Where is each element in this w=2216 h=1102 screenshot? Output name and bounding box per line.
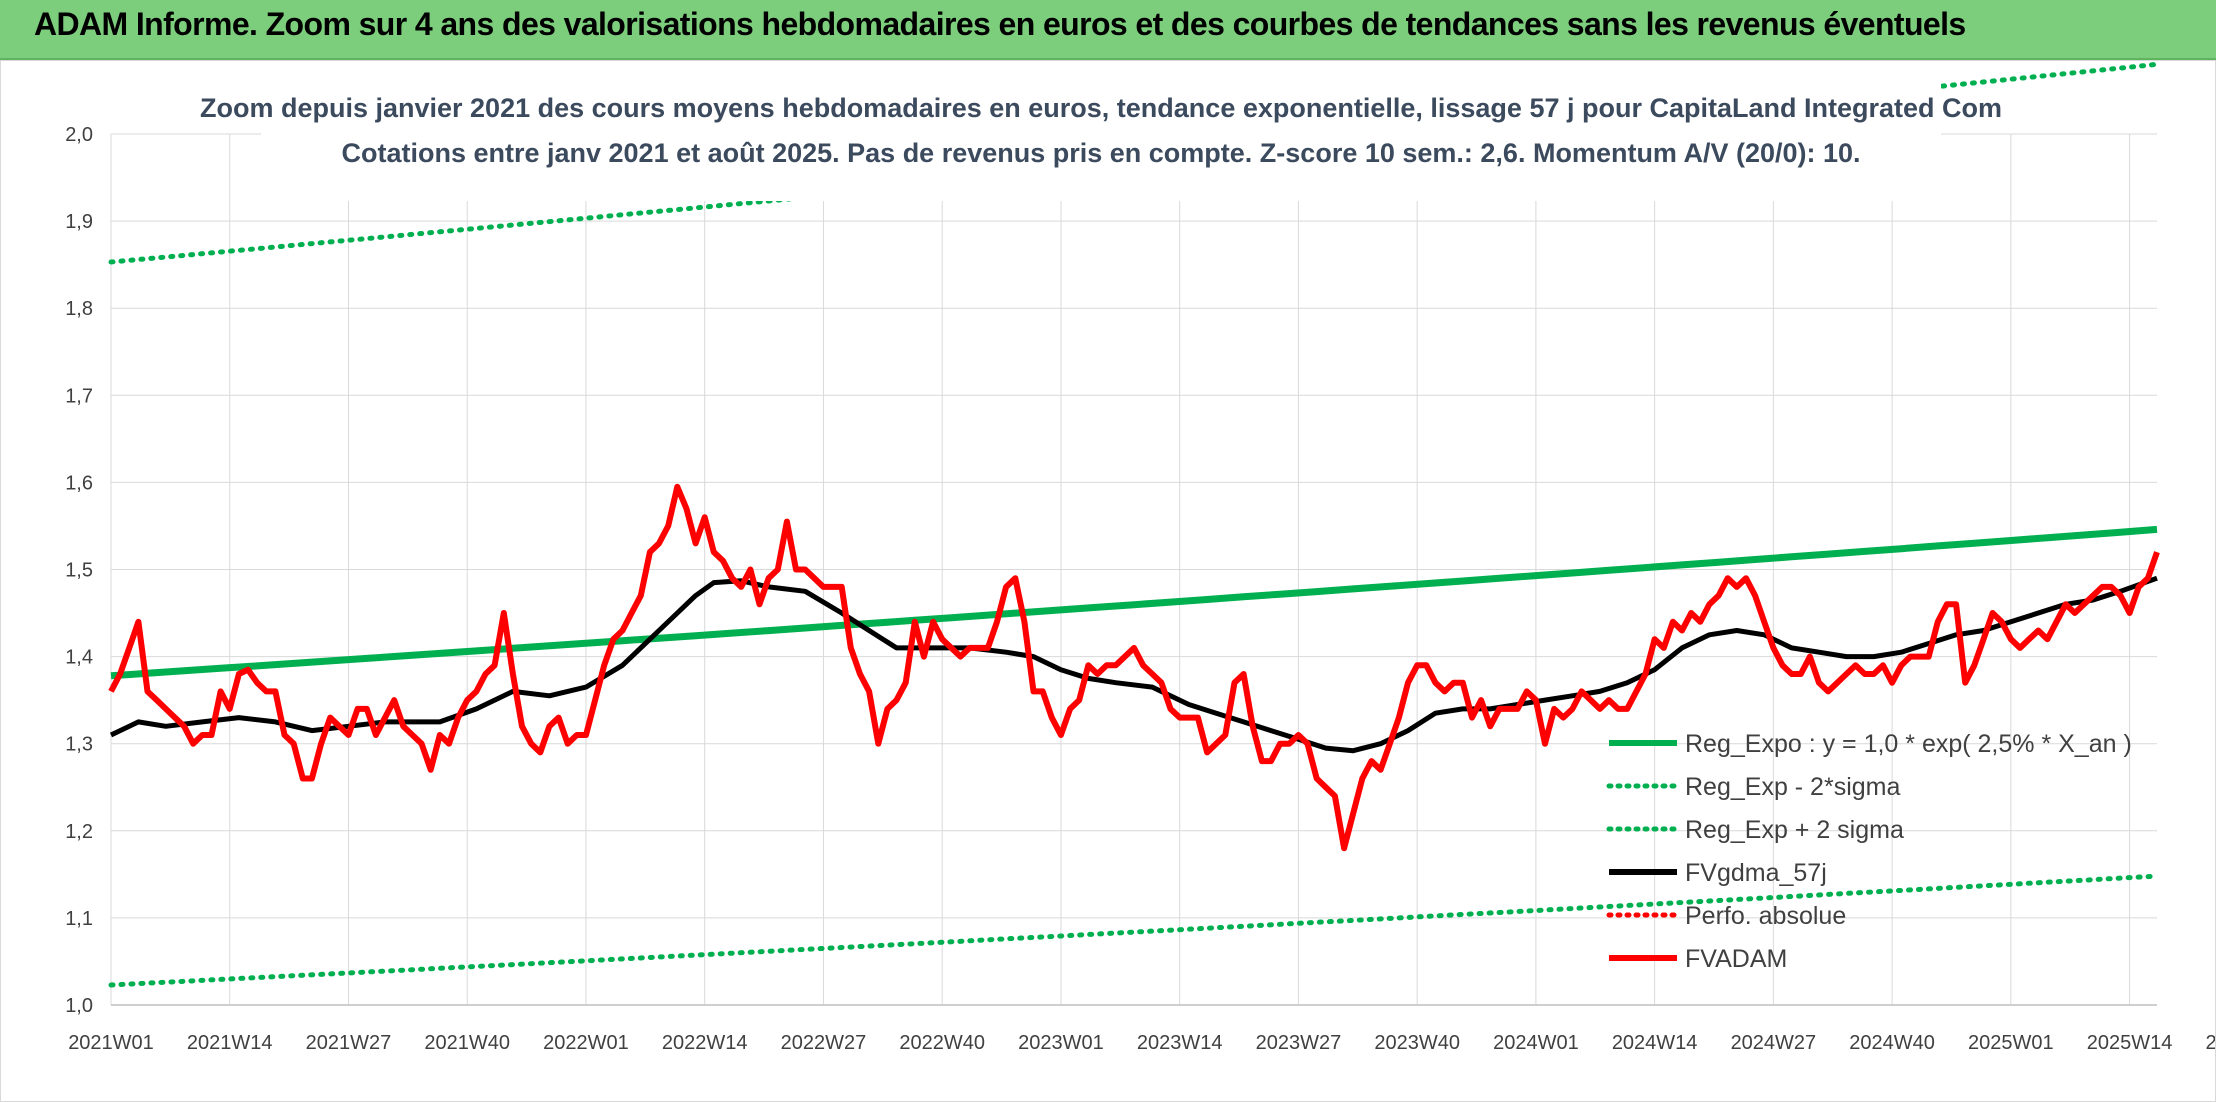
x-tick-label: 2024W14 [1612, 1032, 1698, 1054]
y-tick-label: 1,6 [65, 472, 93, 494]
x-tick-label: 2022W14 [662, 1032, 748, 1054]
y-tick-label: 1,8 [65, 298, 93, 320]
subtitle-background [261, 83, 1941, 201]
legend-label-reg_expo: Reg_Expo : y = 1,0 * exp( 2,5% * X_an ) [1685, 730, 2132, 758]
y-axis-ticks: 1,0 1,1 1,2 1,3 1,4 1,5 1,6 1,7 1,8 1,9 2,0 [65, 124, 93, 1017]
x-tick-label: 2021W01 [68, 1032, 154, 1054]
y-tick-label: 1,9 [65, 211, 93, 233]
y-tick-label: 1,0 [65, 995, 93, 1017]
x-axis-ticks: 2021W01 2021W14 2021W27 2021W40 2022W01 2022W… [68, 1032, 2215, 1054]
grid-lines [110, 133, 2157, 1006]
line-chart: 1,0 1,1 1,2 1,3 1,4 1,5 1,6 1,7 1,8 1,9 2,0 2021W0… [65, 61, 2215, 1054]
y-tick-label: 1,7 [65, 385, 93, 407]
legend-label-reg_plus: Reg_Exp + 2 sigma [1685, 816, 1904, 844]
x-tick-label: 2024W40 [1849, 1032, 1935, 1054]
x-tick-label: 2025W27 [2206, 1032, 2215, 1054]
y-tick-label: 2,0 [65, 124, 93, 146]
x-tick-label: 2024W27 [1731, 1032, 1817, 1054]
legend-label-fvgdma: FVgdma_57j [1685, 859, 1827, 887]
x-tick-label: 2021W40 [424, 1032, 510, 1054]
chart-frame: 1,0 1,1 1,2 1,3 1,4 1,5 1,6 1,7 1,8 1,9 2,0 2021W0… [0, 60, 2216, 1102]
x-tick-label: 2021W27 [306, 1032, 392, 1054]
legend-label-reg_minus: Reg_Exp - 2*sigma [1685, 773, 1900, 801]
reg-expo-line [110, 525, 2158, 680]
report-banner: ADAM Informe. Zoom sur 4 ans des valoris… [0, 0, 2216, 60]
chart-legend: Reg_Expo : y = 1,0 * exp( 2,5% * X_an ) R… [1606, 730, 2132, 973]
x-tick-label: 2023W14 [1137, 1032, 1223, 1054]
x-tick-label: 2025W14 [2087, 1032, 2173, 1054]
fvadam-line [108, 483, 2160, 852]
x-tick-label: 2022W40 [899, 1032, 985, 1054]
y-tick-label: 1,2 [65, 821, 93, 843]
chart-subtitle: Zoom depuis janvier 2021 des cours moyen… [200, 83, 2002, 201]
x-tick-label: 2021W14 [187, 1032, 273, 1054]
x-tick-label: 2024W01 [1493, 1032, 1579, 1054]
subtitle-line-2: Cotations entre janv 2021 et août 2025. … [341, 138, 1860, 168]
subtitle-line-1: Zoom depuis janvier 2021 des cours moyen… [200, 93, 2002, 123]
series-group [108, 61, 2160, 988]
reg-exp-minus-2sigma-line [108, 873, 2160, 988]
x-tick-label: 2023W01 [1018, 1032, 1104, 1054]
x-tick-label: 2022W01 [543, 1032, 629, 1054]
y-tick-label: 1,3 [65, 734, 93, 756]
y-tick-label: 1,1 [65, 908, 93, 930]
y-tick-label: 1,5 [65, 560, 93, 582]
x-tick-label: 2023W40 [1374, 1032, 1460, 1054]
report-title: ADAM Informe. Zoom sur 4 ans des valoris… [34, 6, 1966, 42]
x-tick-label: 2025W01 [1968, 1032, 2054, 1054]
x-tick-label: 2023W27 [1256, 1032, 1342, 1054]
y-tick-label: 1,4 [65, 647, 93, 669]
x-tick-label: 2022W27 [781, 1032, 867, 1054]
legend-label-fvadam: FVADAM [1685, 945, 1787, 973]
legend-label-perfo: Perfo. absolue [1685, 902, 1846, 930]
